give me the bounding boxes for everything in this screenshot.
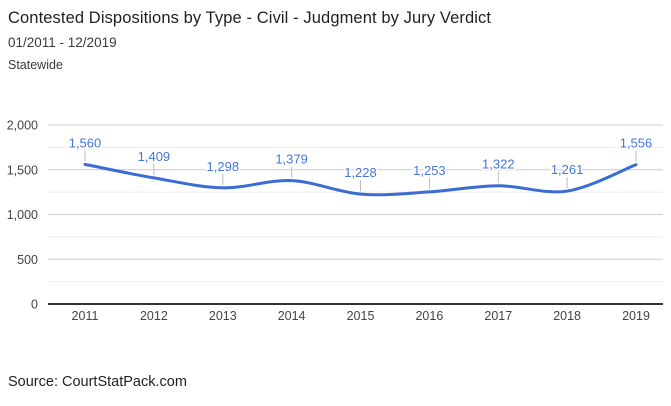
x-axis-tick-label: 2014 [278, 309, 306, 323]
data-point-label: 1,261 [551, 162, 584, 177]
y-axis-tick-label: 500 [17, 253, 38, 267]
y-axis-tick-label: 0 [31, 298, 38, 312]
data-point-label: 1,379 [275, 152, 308, 167]
x-axis-tick-label: 2017 [484, 309, 512, 323]
chart-date-range: 01/2011 - 12/2019 [8, 35, 117, 50]
source-label: Source: CourtStatPack.com [8, 374, 187, 390]
x-axis-tick-label: 2012 [140, 309, 168, 323]
x-axis-tick-label: 2013 [209, 309, 237, 323]
x-axis-tick-label: 2018 [553, 309, 581, 323]
data-point-label: 1,228 [344, 165, 377, 180]
data-point-label: 1,322 [482, 157, 515, 172]
data-point-label: 1,560 [69, 135, 102, 150]
data-point-label: 1,253 [413, 163, 446, 178]
x-axis-tick-label: 2015 [347, 309, 375, 323]
chart-region-label: Statewide [8, 58, 63, 72]
x-axis-tick-label: 2011 [72, 309, 99, 323]
y-axis-tick-label: 1,500 [7, 163, 38, 177]
y-axis-tick-label: 2,000 [7, 119, 38, 133]
chart-title: Contested Dispositions by Type - Civil -… [8, 9, 492, 27]
x-axis-tick-label: 2016 [415, 309, 443, 323]
data-point-label: 1,556 [620, 136, 653, 151]
data-point-label: 1,298 [207, 159, 240, 174]
data-point-label: 1,409 [138, 149, 171, 164]
series-line [83, 162, 638, 197]
x-axis-tick-label: 2019 [622, 309, 650, 323]
y-axis-tick-label: 1,000 [7, 208, 38, 222]
